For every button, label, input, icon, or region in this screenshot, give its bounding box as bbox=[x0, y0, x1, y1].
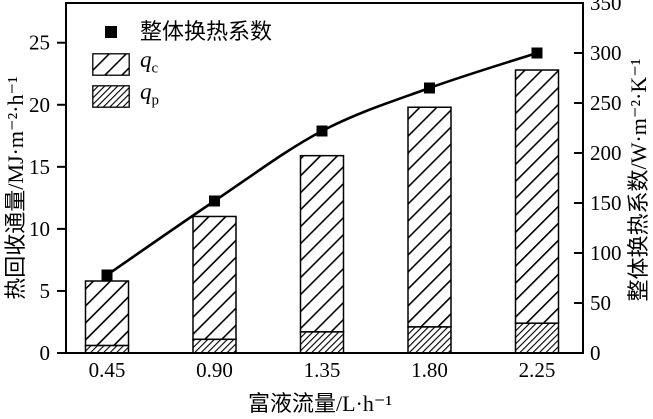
bar-qc-segment bbox=[84, 280, 130, 347]
qc-subscript: c bbox=[151, 60, 159, 77]
left-axis-title: 热回收通量/MJ·m⁻²·h⁻¹ bbox=[3, 76, 28, 300]
x-axis-tick-label: 1.80 bbox=[411, 358, 448, 382]
legend: 整体换热系数 qc qp bbox=[92, 16, 272, 112]
coefficient-marker-icon bbox=[316, 125, 328, 137]
legend-coefficient-label: 整体换热系数 bbox=[140, 19, 273, 44]
x-axis-tick-label: 0.90 bbox=[196, 358, 233, 382]
right-axis-tick-label: 350 bbox=[590, 0, 622, 15]
legend-marker-slot bbox=[92, 26, 130, 38]
bar-qp-segment bbox=[192, 338, 237, 354]
qp-subscript: p bbox=[151, 92, 160, 109]
left-axis-tick-label: 15 bbox=[29, 155, 50, 179]
x-axis-tick-label: 1.35 bbox=[304, 358, 341, 382]
x-axis-tick-label: 2.25 bbox=[519, 358, 556, 382]
coefficient-marker-icon bbox=[424, 82, 435, 94]
x-axis-title: 富液流量/L·h⁻¹ bbox=[247, 391, 393, 416]
right-axis-title: 整体换热系数/W·m⁻²·K⁻¹ bbox=[626, 58, 651, 302]
legend-marker-slot bbox=[92, 84, 130, 108]
left-axis-tick-label: 10 bbox=[29, 217, 50, 241]
bar-qc-segment bbox=[299, 154, 345, 333]
right-axis-tick-label: 250 bbox=[590, 91, 622, 115]
legend-item-coefficient: 整体换热系数 bbox=[92, 16, 272, 48]
filled-square-marker-icon bbox=[105, 26, 117, 38]
left-axis-tick-label: 25 bbox=[29, 31, 50, 55]
qc-hatch-swatch-icon bbox=[92, 52, 130, 76]
bar-qp-segment bbox=[84, 344, 130, 354]
left-axis-tick-label: 20 bbox=[29, 93, 50, 117]
bar-qp-segment bbox=[407, 326, 452, 354]
right-axis-tick-label: 0 bbox=[590, 341, 601, 365]
coefficient-marker-icon bbox=[531, 47, 543, 59]
qp-symbol: q bbox=[140, 78, 152, 104]
bar-qp-segment bbox=[514, 322, 560, 354]
bar-qc-segment bbox=[192, 215, 237, 341]
bar-qp-segment bbox=[299, 331, 345, 354]
qc-symbol: q bbox=[140, 46, 152, 72]
legend-item-qp: qp bbox=[92, 78, 272, 112]
legend-qc-label: qc bbox=[140, 46, 159, 80]
x-axis-tick-label: 0.45 bbox=[89, 358, 126, 382]
legend-qp-label: qp bbox=[140, 78, 160, 112]
left-axis-tick-label: 5 bbox=[40, 279, 51, 303]
coefficient-marker-icon bbox=[101, 269, 113, 281]
coefficient-marker-icon bbox=[209, 195, 220, 207]
bar-qc-segment bbox=[407, 106, 452, 328]
qp-hatch-swatch-icon bbox=[92, 84, 130, 108]
legend-marker-slot bbox=[92, 52, 130, 76]
legend-item-qc: qc bbox=[92, 46, 272, 80]
right-axis-tick-label: 100 bbox=[590, 241, 622, 265]
right-axis-tick-label: 200 bbox=[590, 141, 622, 165]
right-axis-tick-label: 300 bbox=[590, 41, 622, 65]
right-axis-tick-label: 150 bbox=[590, 191, 622, 215]
left-axis-tick-label: 0 bbox=[40, 341, 51, 365]
plot-frame bbox=[65, 2, 584, 354]
right-axis-tick-label: 50 bbox=[590, 291, 611, 315]
bar-qc-segment bbox=[514, 69, 560, 324]
